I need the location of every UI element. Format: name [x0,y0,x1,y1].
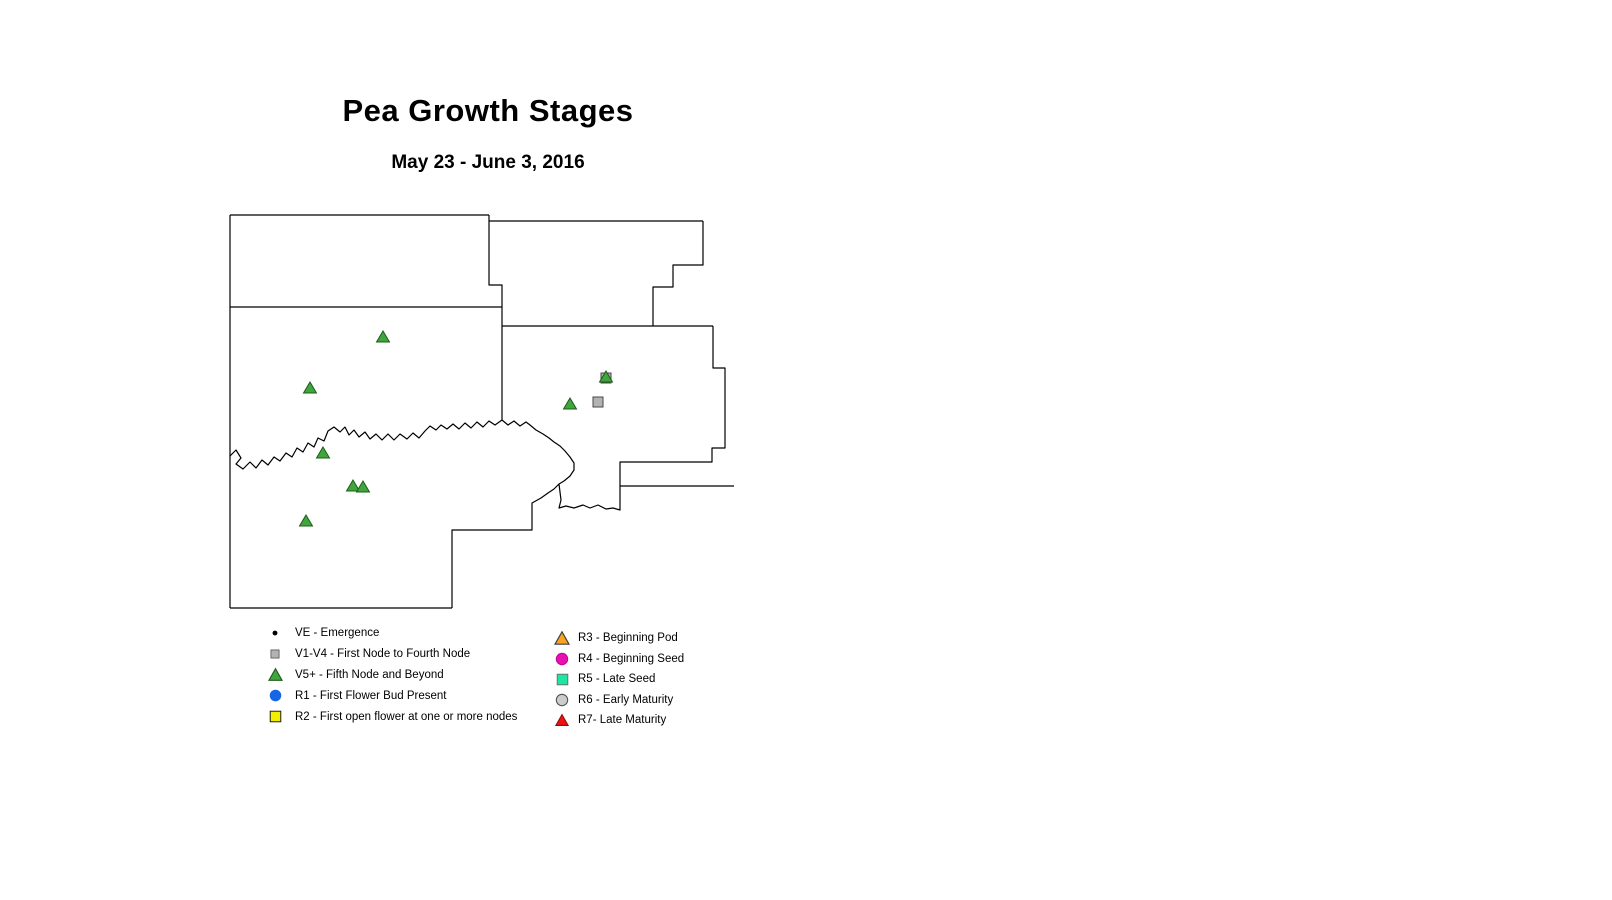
growth-stage-marker-triangle-green [302,381,318,394]
legend-item: R2 - First open flower at one or more no… [267,706,517,727]
circle-gray-icon [554,692,570,708]
legend-item: R3 - Beginning Pod [554,628,684,649]
legend-item-label: V5+ - Fifth Node and Beyond [295,668,444,681]
triangle-green-icon [267,667,283,683]
legend-item: R4 - Beginning Seed [554,649,684,670]
legend-item-label: R1 - First Flower Bud Present [295,689,447,702]
circle-blue-icon [267,688,283,704]
growth-stage-marker-triangle-green [355,480,371,493]
legend-item: VE - Emergence [267,622,517,643]
legend-item: R7- Late Maturity [554,710,684,731]
legend-left-column: VE - Emergence V1-V4 - First Node to Four… [267,622,517,727]
growth-stage-marker-triangle-green [562,397,578,410]
page-title: Pea Growth Stages [342,93,634,128]
growth-stage-marker-triangle-green [345,479,361,492]
legend-item: R6 - Early Maturity [554,690,684,711]
legend-item: R1 - First Flower Bud Present [267,685,517,706]
river-line [229,419,621,511]
triangle-orange-icon [554,630,570,646]
legend-item-label: R2 - First open flower at one or more no… [295,710,518,723]
legend-item-label: R6 - Early Maturity [578,693,674,706]
growth-stage-marker-square-gray [592,396,604,408]
circle-magenta-icon [554,651,570,667]
legend-item: V1-V4 - First Node to Fourth Node [267,643,517,664]
square-springgreen-icon [554,671,570,687]
growth-stage-marker-triangle-green [298,514,314,527]
square-yellow-icon [267,709,283,725]
page-subtitle: May 23 - June 3, 2016 [391,152,585,173]
legend-item: R5 - Late Seed [554,669,684,690]
legend-item-label: R4 - Beginning Seed [578,652,685,665]
square-gray-icon [267,646,283,662]
legend-item-label: V1-V4 - First Node to Fourth Node [295,647,471,660]
marker-layer [298,330,614,527]
triangle-red-icon [554,712,570,728]
county-borders [229,214,734,609]
legend-item-label: VE - Emergence [295,626,380,639]
dot-black-icon [267,625,283,641]
legend-right-column: R3 - Beginning Pod R4 - Beginning Seed R5 … [554,628,684,731]
legend-item-label: R7- Late Maturity [578,714,667,727]
legend-item: V5+ - Fifth Node and Beyond [267,664,517,685]
legend-item-label: R5 - Late Seed [578,673,656,686]
growth-stage-marker-triangle-green [315,446,331,459]
legend-item-label: R3 - Beginning Pod [578,632,678,645]
growth-stage-marker-triangle-green [375,330,391,343]
growth-stage-marker-triangle-green [598,370,614,383]
